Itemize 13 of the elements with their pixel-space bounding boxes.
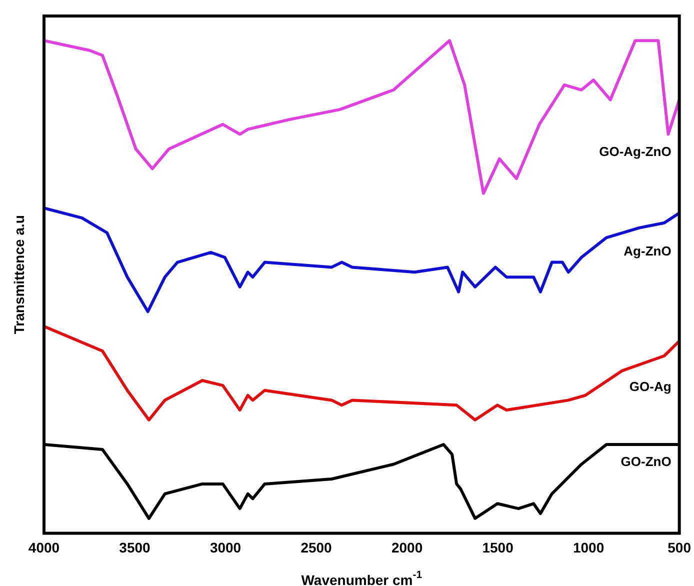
- y-axis-title: Transmittence a.u: [10, 215, 27, 334]
- x-tick-label: 2000: [391, 539, 423, 556]
- series-label: Ag-ZnO: [624, 243, 672, 258]
- series-label: GO-Ag-ZnO: [599, 144, 672, 159]
- series-label: GO-Ag: [629, 379, 672, 394]
- x-tick-label: 1500: [482, 539, 514, 556]
- x-tick-label: 500: [668, 539, 692, 556]
- x-tick-label: 1000: [572, 539, 604, 556]
- x-tick-label: 2500: [300, 539, 332, 556]
- x-tick-label: 4000: [28, 539, 60, 556]
- x-tick-label: 3000: [210, 539, 242, 556]
- series-label: GO-ZnO: [620, 454, 672, 470]
- x-tick-label: 3500: [119, 539, 151, 556]
